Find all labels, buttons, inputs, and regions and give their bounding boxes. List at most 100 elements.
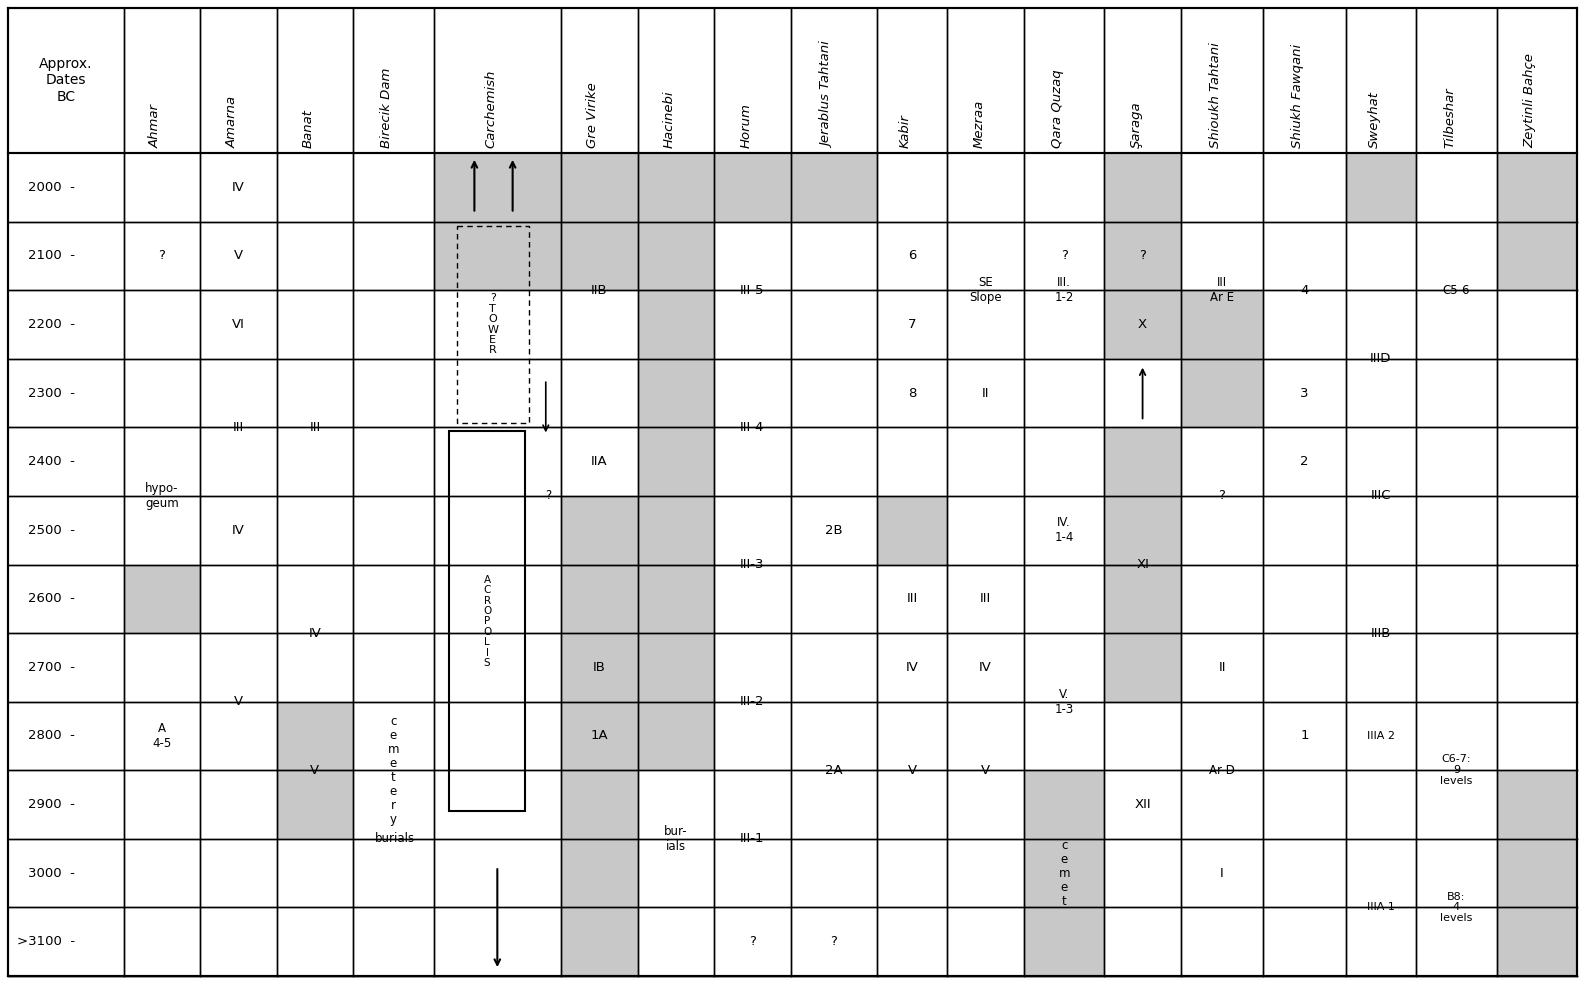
Text: Horum: Horum	[739, 103, 753, 148]
Text: IIA: IIA	[591, 456, 607, 468]
Text: Sweyhat: Sweyhat	[1368, 91, 1381, 148]
Text: ?
T
O
W
E
R: ? T O W E R	[487, 293, 498, 355]
Text: Zeytinli Bahçe: Zeytinli Bahçe	[1523, 53, 1537, 148]
Text: 2300  -: 2300 -	[29, 387, 74, 400]
Text: A
C
R
O
P
O
L
I
S: A C R O P O L I S	[483, 575, 491, 668]
Bar	[561, 153, 637, 290]
Text: ?: ?	[1140, 249, 1146, 263]
Text: 7: 7	[908, 318, 916, 331]
Text: Shioukh Tahtani: Shioukh Tahtani	[1209, 42, 1222, 148]
Text: >3100  -: >3100 -	[17, 935, 74, 949]
Text: IB: IB	[593, 661, 605, 674]
Text: 8: 8	[908, 387, 916, 400]
Text: C6-7:
9
levels: C6-7: 9 levels	[1441, 755, 1472, 786]
Bar	[561, 496, 637, 633]
Text: III: III	[309, 421, 320, 434]
Text: 2B: 2B	[824, 523, 843, 536]
Text: V: V	[981, 764, 991, 776]
Text: Approx.
Dates
BC: Approx. Dates BC	[40, 57, 92, 103]
Bar	[791, 153, 877, 221]
Text: V: V	[235, 249, 243, 263]
Bar	[124, 565, 200, 633]
Text: III: III	[233, 421, 244, 434]
Text: III: III	[980, 592, 991, 605]
Text: Carchemish: Carchemish	[485, 70, 498, 148]
Text: V: V	[311, 764, 320, 776]
Text: 2700  -: 2700 -	[29, 661, 74, 674]
Bar	[1024, 770, 1105, 976]
Text: c
e
m
e
t: c e m e t	[1059, 838, 1070, 907]
Text: IIIC: IIIC	[1371, 489, 1392, 503]
Text: burials: burials	[376, 832, 415, 845]
Bar	[1105, 153, 1181, 359]
Bar	[561, 153, 637, 290]
Bar	[1496, 153, 1577, 290]
Text: IIIB: IIIB	[1371, 627, 1392, 640]
Bar	[1105, 427, 1181, 702]
Text: Kabir: Kabir	[899, 114, 911, 148]
Text: IV.
1-4: IV. 1-4	[1054, 517, 1073, 544]
Text: III-3: III-3	[740, 558, 764, 571]
Text: IIIA 1: IIIA 1	[1366, 902, 1395, 912]
Text: 2100  -: 2100 -	[29, 249, 74, 263]
Text: Amarna: Amarna	[225, 95, 238, 148]
Text: III-1: III-1	[740, 832, 764, 845]
Text: V: V	[908, 764, 916, 776]
Text: hypо-
geum: hypо- geum	[146, 482, 179, 510]
Bar	[561, 496, 637, 976]
Text: 2: 2	[1300, 456, 1309, 468]
Bar	[637, 153, 715, 770]
Bar	[1181, 290, 1263, 427]
Text: Ahmar: Ahmar	[149, 104, 162, 148]
Text: III-2: III-2	[740, 695, 764, 708]
Bar	[1496, 770, 1577, 976]
Text: Banat: Banat	[301, 109, 315, 148]
Text: Shiukh Fawqani: Shiukh Fawqani	[1292, 44, 1304, 148]
Text: IV: IV	[309, 627, 322, 640]
Text: Tilbeshar: Tilbeshar	[1444, 88, 1457, 148]
Text: ?: ?	[1060, 249, 1068, 263]
Text: III-4: III-4	[740, 421, 764, 434]
Text: ?: ?	[158, 249, 165, 263]
Bar	[715, 153, 791, 221]
Bar	[1346, 153, 1415, 221]
Text: X: X	[1138, 318, 1148, 331]
Text: III
Ar E: III Ar E	[1209, 277, 1235, 304]
Text: XI: XI	[1136, 558, 1149, 571]
Text: Qara Quzaq: Qara Quzaq	[1051, 70, 1064, 148]
Text: IIID: IIID	[1369, 352, 1392, 365]
Text: 2000  -: 2000 -	[29, 181, 74, 194]
Text: ?: ?	[831, 935, 837, 949]
Text: IIIA 2: IIIA 2	[1366, 731, 1395, 741]
Text: 1A: 1A	[591, 729, 609, 743]
Bar	[277, 702, 353, 838]
Text: 2500  -: 2500 -	[29, 523, 74, 536]
Text: Şaraga: Şaraga	[1130, 101, 1143, 148]
Text: C5-6: C5-6	[1442, 283, 1471, 296]
Text: IV: IV	[231, 181, 246, 194]
Text: III: III	[907, 592, 918, 605]
Bar	[449, 431, 525, 812]
Text: II: II	[1219, 661, 1225, 674]
Text: 2600  -: 2600 -	[29, 592, 74, 605]
Text: Hacinebi: Hacinebi	[663, 91, 675, 148]
Text: 2A: 2A	[824, 764, 843, 776]
Text: IV: IV	[905, 661, 919, 674]
Text: 2400  -: 2400 -	[29, 456, 74, 468]
Text: Mezraa: Mezraa	[973, 99, 986, 148]
Text: III-5: III-5	[740, 283, 764, 296]
Text: 1: 1	[1300, 729, 1309, 743]
Text: c
e
m
e
t
e
r
y: c e m e t e r y	[388, 714, 399, 826]
Bar	[561, 770, 637, 976]
Text: Gre Virike: Gre Virike	[586, 83, 599, 148]
Text: V: V	[235, 695, 243, 708]
Text: V.
1-3: V. 1-3	[1054, 688, 1073, 715]
Text: B8:
4
levels: B8: 4 levels	[1441, 892, 1472, 923]
Text: VI: VI	[231, 318, 246, 331]
Text: A
4-5: A 4-5	[152, 722, 171, 750]
Text: 3000  -: 3000 -	[29, 867, 74, 880]
Text: III.
1-2: III. 1-2	[1054, 277, 1073, 304]
Text: IV: IV	[231, 523, 246, 536]
Text: 4: 4	[1300, 283, 1309, 296]
Text: ?: ?	[545, 489, 552, 503]
